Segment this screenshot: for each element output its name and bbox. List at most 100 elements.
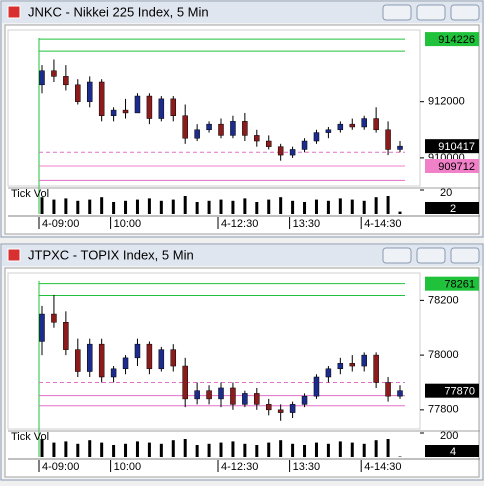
candle-body [302, 141, 307, 149]
volume-bar [339, 198, 342, 214]
volume-bar [220, 200, 223, 214]
x-tick-label: 4-14:30 [364, 218, 401, 230]
volume-bar [136, 441, 139, 457]
candle-body [338, 124, 343, 130]
maximize-button[interactable] [417, 5, 445, 20]
window-icon [8, 6, 20, 18]
volume-bar [52, 443, 55, 457]
candle-body [159, 350, 164, 369]
volume-bar [88, 440, 91, 457]
volume-bar [184, 196, 187, 214]
candle-body [278, 410, 283, 413]
volume-bar [208, 201, 211, 214]
volume-bar [303, 202, 306, 214]
candle-body [135, 344, 140, 358]
volume-bar [267, 200, 270, 214]
candle-body [159, 99, 164, 119]
candle-body [254, 393, 259, 404]
candle-body [314, 133, 319, 141]
volume-bar [160, 444, 163, 457]
candle-body [40, 71, 45, 85]
candle-body [338, 363, 343, 368]
candle-body [350, 124, 355, 127]
level-label: 78261 [444, 279, 475, 291]
volume-bar [279, 440, 282, 457]
chart-area [5, 268, 479, 477]
maximize-button[interactable] [417, 248, 445, 263]
candle-body [219, 124, 224, 135]
close-button[interactable] [451, 248, 479, 263]
volume-bar [291, 201, 294, 214]
x-tick-label: 4-12:30 [221, 461, 258, 473]
candle-body [242, 121, 247, 135]
candle-body [362, 355, 367, 366]
candle-body [374, 355, 379, 382]
candle-body [183, 366, 188, 399]
x-tick-label: 10:00 [114, 461, 142, 473]
candle-body [135, 96, 140, 113]
volume-bar [184, 439, 187, 457]
volume-bar [124, 444, 127, 457]
volume-bar [172, 200, 175, 214]
volume-bar [399, 212, 402, 214]
candle-body [111, 369, 116, 377]
volume-bar [52, 200, 55, 214]
candle-body [230, 121, 235, 135]
volume-bar [136, 200, 139, 214]
volume-bar [112, 202, 115, 214]
volume-bar [148, 443, 151, 457]
candle-body [195, 391, 200, 399]
volume-bar [100, 443, 103, 457]
volume-bar [351, 200, 354, 214]
volume-bar [160, 201, 163, 214]
candle-body [350, 363, 355, 366]
candle-body [75, 85, 80, 102]
candle-body [242, 393, 247, 404]
volume-bar [112, 445, 115, 457]
volume-tick-label: 20 [440, 187, 452, 199]
volume-bar [231, 201, 234, 214]
volume-bar [351, 443, 354, 457]
chart-area [5, 25, 479, 234]
candle-body [290, 404, 295, 412]
candle-body [87, 82, 92, 102]
volume-bar [172, 440, 175, 457]
candle-body [326, 130, 331, 133]
candle-body [40, 314, 45, 341]
volume-bar [231, 441, 234, 457]
candle-body [398, 391, 403, 396]
volume-bar [64, 198, 67, 214]
window-title: JNKC - Nikkei 225 Index, 5 Min [28, 4, 209, 19]
candle-body [266, 141, 271, 147]
candle-body [123, 110, 128, 113]
candle-body [183, 116, 188, 138]
volume-bar [315, 200, 318, 214]
close-button[interactable] [451, 5, 479, 20]
volume-bar [267, 443, 270, 457]
volume-bar [255, 445, 258, 457]
last-price-label: 910417 [438, 141, 475, 153]
candle-body [51, 314, 56, 322]
minimize-button[interactable] [383, 5, 411, 20]
candle-body [219, 388, 224, 399]
volume-bar [375, 440, 378, 457]
y-tick-label: 912000 [428, 96, 465, 108]
volume-bar [363, 201, 366, 214]
volume-bar [315, 443, 318, 457]
volume-bar [41, 439, 44, 457]
volume-bar [279, 197, 282, 214]
volume-bar [339, 441, 342, 457]
minimize-button[interactable] [383, 248, 411, 263]
candle-body [207, 391, 212, 399]
candle-body [278, 147, 283, 155]
volume-bar [100, 197, 103, 214]
x-tick-label: 4-14:30 [364, 461, 401, 473]
x-tick-label: 4-09:00 [42, 461, 79, 473]
candle-body [230, 388, 235, 404]
y-tick-label: 77800 [428, 404, 459, 416]
volume-bar [375, 197, 378, 214]
candle-body [63, 322, 68, 349]
volume-bar [196, 445, 199, 457]
volume-bar [196, 202, 199, 214]
